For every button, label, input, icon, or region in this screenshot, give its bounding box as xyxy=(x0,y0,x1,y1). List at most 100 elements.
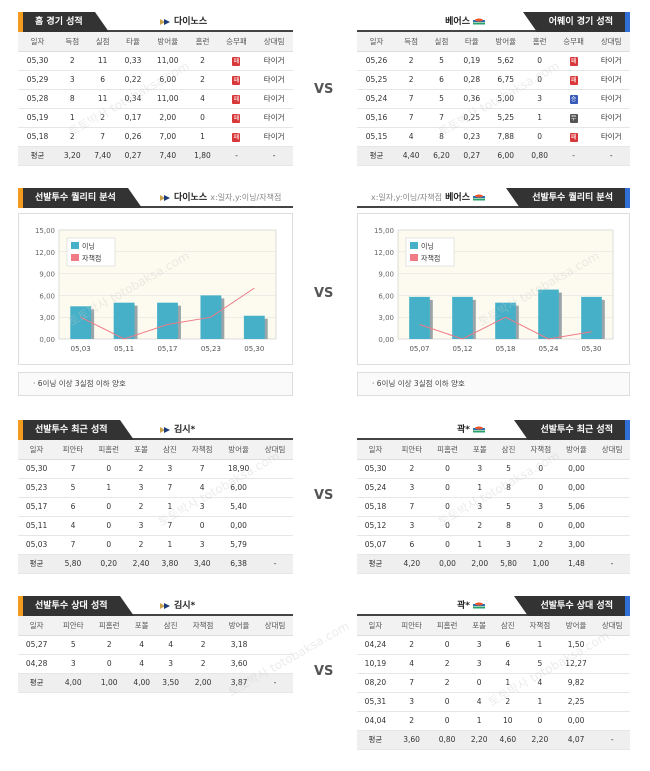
table-cell: 타이거 xyxy=(255,51,293,71)
column-header: 삼진 xyxy=(493,616,523,636)
table-cell: 승 xyxy=(554,89,593,109)
table-cell: 5 xyxy=(55,478,91,498)
table-cell: 3 xyxy=(126,516,156,536)
home-team-label: 다이노스 xyxy=(156,14,207,30)
table-cell: 11 xyxy=(87,51,118,71)
table-cell: 5,00 xyxy=(486,89,525,109)
result-badge: 패 xyxy=(569,132,578,142)
result-badge: 패 xyxy=(232,113,241,123)
column-header: 일자 xyxy=(18,32,58,52)
column-header: 타율 xyxy=(456,32,487,52)
home-team-name: 다이노스 xyxy=(174,17,208,27)
table-cell: 타이거 xyxy=(255,89,293,109)
table-cell: 05,24 xyxy=(357,89,396,109)
table-cell: 3 xyxy=(394,516,430,536)
x-tick-label: 05,17 xyxy=(157,345,177,353)
dinos-logo-icon xyxy=(160,426,170,433)
table-cell: 05,19 xyxy=(18,108,58,128)
table-cell: 10 xyxy=(493,711,523,731)
table-cell: 4 xyxy=(522,673,558,693)
table-cell: 7,40 xyxy=(148,146,188,166)
column-header: 상대팀 xyxy=(257,440,293,460)
right-quality-chart: 15,00 12,00 9,00 6,00 3,00 0,00 05,07 05,12 05,1… xyxy=(374,227,614,353)
table-cell: 4 xyxy=(187,89,218,109)
column-header: 삼진 xyxy=(156,616,186,636)
table-cell: 3,40 xyxy=(184,554,221,574)
table-cell: 0,19 xyxy=(456,51,487,71)
table-cell: 05,12 xyxy=(357,516,395,536)
table-cell: 2,00 xyxy=(465,554,495,574)
table-cell: 4 xyxy=(493,654,523,674)
table-cell: 3 xyxy=(393,692,430,712)
table-cell: 4 xyxy=(127,654,157,674)
pitcher-vs-right-panel: 곽* 선발투수 상대 성적 일자 피안타 피홈런 포볼 삼진 자책점 방어율 상대팀 04,24… xyxy=(357,596,630,750)
x-tick-label: 05,23 xyxy=(201,345,221,353)
table-cell: 3,50 xyxy=(156,673,186,693)
table-cell: 0,27 xyxy=(456,146,487,166)
result-badge: 패 xyxy=(232,56,241,66)
table-cell: 05,15 xyxy=(357,127,396,147)
table-cell: 0,00 xyxy=(558,478,595,498)
table-row: 05,18 2 7 0,26 7,00 1 패 타이거 xyxy=(18,127,293,147)
table-cell: 0,00 xyxy=(558,459,595,479)
legend-label-er: 자책점 xyxy=(421,254,440,263)
table-cell: 2 xyxy=(522,535,559,555)
table-cell: 0 xyxy=(522,459,559,479)
table-cell: 05,30 xyxy=(18,459,56,479)
table-cell xyxy=(594,692,630,712)
table-cell: 패 xyxy=(217,108,256,128)
pitcher-recent-right-header: 곽* 선발투수 최근 성적 xyxy=(357,420,630,440)
column-header: 포볼 xyxy=(465,440,495,460)
pitcher-vs-right-title: 선발투수 상대 성적 xyxy=(514,596,630,616)
legend-label-inning: 이닝 xyxy=(82,242,95,251)
table-cell: 2 xyxy=(57,51,88,71)
table-cell: 무 xyxy=(554,108,593,128)
table-cell: 1 xyxy=(90,478,127,498)
table-cell: 3,60 xyxy=(221,654,258,674)
table-cell: 0 xyxy=(429,478,466,498)
table-cell: 3 xyxy=(57,70,88,90)
home-recent-table: 일자 득점 실점 타율 방어율 홈런 승무패 상대팀 05,30 2 11 0,33 11,00 2 패 타이… xyxy=(18,32,293,166)
table-cell: 05,16 xyxy=(357,108,396,128)
table-cell: 2 xyxy=(185,654,222,674)
table-cell: 5,40 xyxy=(220,497,258,517)
away-recent-header: 베어스 어웨이 경기 성적 xyxy=(357,12,630,32)
table-cell: 0 xyxy=(429,459,466,479)
table-row: 05,23 5 1 3 7 4 6,00 xyxy=(18,478,293,498)
table-cell: 0,00 xyxy=(429,554,466,574)
table-cell: 1 xyxy=(155,497,185,517)
table-header-row: 일자 득점 실점 타율 방어율 홈런 승무패 상대팀 xyxy=(18,32,293,52)
table-cell xyxy=(594,478,630,498)
table-cell: - xyxy=(594,730,630,750)
left-quality-header: 선발투수 퀄리티 분석 다이노스 x:일자,y:이닝/자책점 xyxy=(18,188,293,208)
table-cell: 7,88 xyxy=(486,127,525,147)
table-cell: 3,00 xyxy=(558,535,595,555)
table-cell: 0,22 xyxy=(117,70,149,90)
table-cell: 타이거 xyxy=(255,108,293,128)
result-badge: 패 xyxy=(232,132,241,142)
table-cell xyxy=(594,673,630,693)
table-cell xyxy=(257,654,293,674)
table-cell: - xyxy=(257,554,293,574)
table-cell: 2 xyxy=(57,127,88,147)
table-row: 05,25 2 6 0,28 6,75 0 패 타이거 xyxy=(357,70,630,90)
right-quality-team: x:일자,y:이닝/자책점 베어스 xyxy=(371,190,488,206)
table-cell: 평균 xyxy=(357,554,395,574)
column-header: 실점 xyxy=(426,32,457,52)
table-row: 05,30 7 0 2 3 7 18,90 xyxy=(18,459,293,479)
table-cell: 0,27 xyxy=(117,146,149,166)
pitcher-vs-left-panel: 선발투수 상대 성적 김시* 일자 피안타 피홈런 포볼 삼진 자책점 방어율 상대팀 05,2… xyxy=(18,596,293,693)
table-row: 04,24 2 0 3 6 1 1,50 xyxy=(357,635,630,655)
table-cell: 0 xyxy=(429,516,466,536)
table-cell: 05,18 xyxy=(357,497,395,517)
table-cell: 8 xyxy=(494,478,523,498)
column-header: 승무패 xyxy=(554,32,593,52)
table-cell: 0 xyxy=(90,459,127,479)
table-cell: 2 xyxy=(91,635,128,655)
table-cell: 05,27 xyxy=(18,635,56,655)
away-recent-table: 일자 득점 실점 타율 방어율 홈런 승무패 상대팀 05,26 2 5 0,19 5,62 0 패 타이거 0… xyxy=(357,32,630,166)
table-cell: 5 xyxy=(494,497,523,517)
table-cell: 7 xyxy=(394,497,430,517)
average-row: 평균 3,20 7,40 0,27 7,40 1,80- - xyxy=(18,146,293,166)
away-team-name: 베어스 xyxy=(445,17,470,27)
